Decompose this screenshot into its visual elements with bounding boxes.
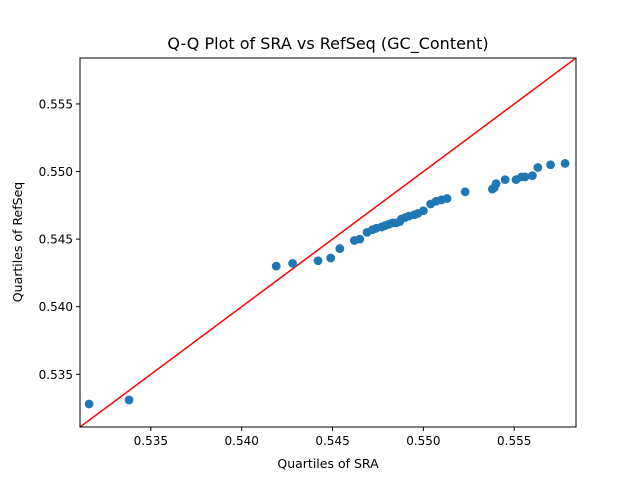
data-point-0 — [84, 399, 94, 409]
data-point-39 — [560, 159, 570, 168]
x-axis-label: Quartiles of SRA — [277, 456, 379, 471]
data-point-3 — [288, 259, 297, 268]
reference-line — [80, 58, 576, 427]
x-axis-ticks: 0.535 0.540 0.545 0.550 0.555 — [134, 427, 531, 448]
data-point-2 — [271, 261, 281, 271]
data-point-35 — [520, 172, 530, 182]
data-point-31 — [491, 179, 501, 189]
data-point-23 — [418, 206, 428, 216]
data-point-37 — [533, 163, 543, 172]
y-tick-label-3: 0.550 — [39, 165, 73, 179]
chart-title: Q-Q Plot of SRA vs RefSeq (GC_Content) — [167, 34, 488, 54]
y-axis-label: Quartiles of RefSeq — [10, 182, 25, 302]
data-point-27 — [442, 194, 452, 203]
x-tick-label-0: 0.535 — [134, 434, 168, 448]
x-tick-label-3: 0.550 — [406, 434, 440, 448]
y-axis-ticks: 0.535 0.540 0.545 0.550 0.555 — [39, 97, 80, 382]
data-point-4 — [313, 256, 323, 266]
data-point-1 — [124, 395, 134, 405]
data-point-36 — [527, 171, 537, 180]
x-tick-label-1: 0.540 — [225, 434, 259, 448]
data-point-32 — [500, 175, 510, 185]
y-tick-label-0: 0.535 — [39, 368, 73, 382]
data-points — [84, 159, 570, 409]
x-tick-label-4: 0.555 — [497, 434, 531, 448]
data-point-8 — [355, 234, 365, 244]
data-point-38 — [546, 160, 555, 170]
x-tick-label-2: 0.545 — [315, 434, 349, 448]
data-point-5 — [326, 253, 336, 263]
data-point-6 — [335, 244, 345, 253]
y-tick-label-4: 0.555 — [39, 97, 73, 111]
data-point-28 — [460, 187, 470, 197]
plot-area-frame — [79, 57, 577, 428]
y-tick-label-2: 0.545 — [39, 233, 73, 247]
y-tick-label-1: 0.540 — [39, 300, 73, 314]
